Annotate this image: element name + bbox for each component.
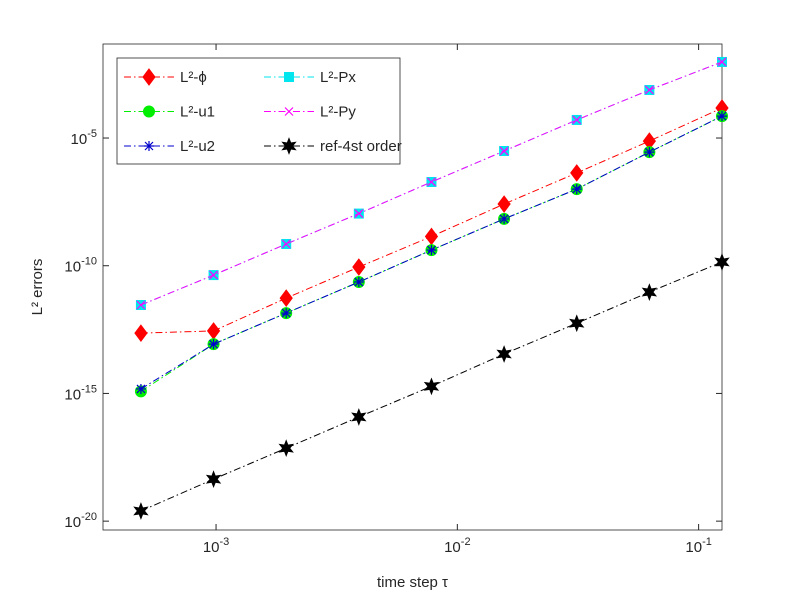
x-axis-label: time step τ — [377, 574, 448, 591]
legend-marker — [284, 107, 294, 116]
data-point — [499, 213, 510, 224]
legend-label: L²-Px — [320, 69, 356, 86]
y-tick-label-exponent: -20 — [81, 511, 97, 523]
y-tick-label-base: 10 — [64, 259, 81, 276]
series-line — [140, 261, 723, 512]
y-tick-label: 10-15 — [64, 383, 97, 403]
data-point — [644, 85, 654, 95]
y-tick-label-base: 10 — [71, 131, 88, 148]
data-point — [570, 164, 584, 182]
y-tick-label: 10-10 — [64, 256, 97, 276]
data-point — [136, 300, 146, 310]
data-point — [644, 147, 655, 158]
data-point — [569, 314, 585, 333]
data-point — [278, 439, 294, 458]
data-point — [717, 57, 727, 67]
y-axis-label: L² errors — [29, 259, 46, 316]
x-tick-label-base: 10 — [203, 539, 220, 556]
y-tick-label: 10-20 — [64, 511, 97, 531]
x-tick-label: 10-3 — [203, 536, 229, 556]
y-tick-label: 10-5 — [71, 128, 97, 148]
x-tick-label-base: 10 — [685, 539, 702, 556]
y-tick-label-exponent: -5 — [87, 128, 97, 140]
data-point — [572, 115, 582, 125]
legend-label: L²-u2 — [180, 138, 215, 155]
y-tick-label-base: 10 — [64, 386, 81, 403]
data-point — [496, 345, 512, 363]
data-point — [135, 383, 146, 394]
data-point — [281, 308, 292, 319]
data-point — [353, 277, 364, 288]
x-tick-label-exponent: -1 — [702, 536, 712, 548]
data-point — [714, 253, 730, 271]
data-point — [423, 377, 440, 396]
legend-marker — [143, 105, 155, 118]
data-point — [209, 270, 218, 280]
data-point — [427, 177, 436, 187]
data-point — [571, 184, 582, 195]
data-point — [426, 245, 437, 256]
x-tick-label-base: 10 — [444, 539, 461, 556]
data-point — [281, 239, 291, 249]
y-tick-label-exponent: -10 — [81, 256, 97, 268]
data-point — [351, 408, 367, 426]
x-tick-label: 10-2 — [444, 536, 470, 556]
legend-label: L²-Py — [320, 104, 356, 121]
data-point — [717, 111, 727, 122]
legend-label: ref-4st order — [320, 138, 402, 155]
x-tick-label-exponent: -2 — [461, 536, 471, 548]
x-tick-label-exponent: -3 — [220, 536, 230, 548]
legend-marker — [284, 72, 294, 82]
legend-label: L²-u1 — [180, 104, 215, 121]
data-point — [134, 324, 148, 342]
y-tick-label-exponent: -15 — [81, 383, 97, 395]
legend-marker — [142, 68, 156, 86]
data-point — [497, 195, 511, 213]
data-point — [205, 470, 222, 489]
data-point — [354, 209, 364, 219]
legend-label: L²-ϕ — [180, 69, 207, 86]
data-point — [352, 258, 366, 276]
y-tick-label-base: 10 — [64, 514, 81, 531]
data-point — [208, 339, 219, 350]
legend-marker — [144, 141, 154, 151]
legend-marker — [281, 137, 297, 155]
data-point — [279, 289, 293, 307]
data-point — [641, 283, 658, 301]
data-point — [133, 502, 149, 520]
data-point — [499, 146, 509, 156]
x-tick-label: 10-1 — [685, 536, 711, 556]
